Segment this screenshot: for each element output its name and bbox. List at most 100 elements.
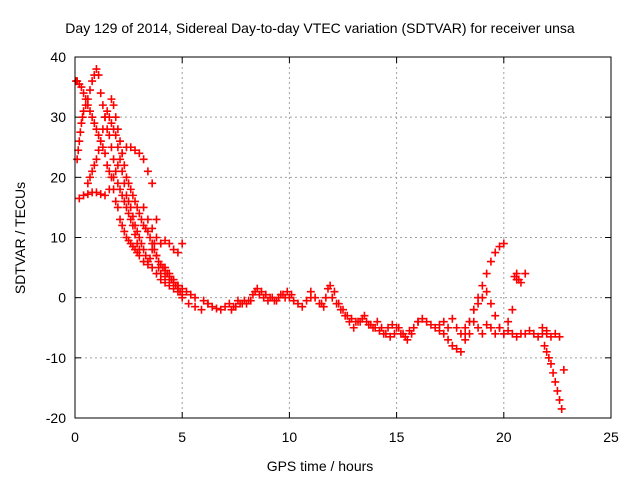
data-point <box>116 137 125 146</box>
data-point <box>101 191 110 200</box>
y-tick-label: -10 <box>46 350 66 366</box>
data-point <box>118 149 127 158</box>
data-point <box>101 149 110 158</box>
data-point <box>109 101 118 110</box>
data-point <box>103 107 112 116</box>
data-point <box>111 131 120 140</box>
data-point <box>88 77 97 86</box>
data-point <box>92 155 101 164</box>
data-point <box>540 341 549 350</box>
data-point <box>343 311 352 320</box>
data-point <box>559 365 568 374</box>
data-point <box>83 190 92 199</box>
data-point <box>98 125 107 134</box>
data-point <box>495 242 504 251</box>
data-point <box>546 359 555 368</box>
data-point <box>504 326 513 335</box>
series-arc-e <box>107 95 187 299</box>
data-point <box>96 190 105 199</box>
series-mid-b <box>227 284 296 314</box>
data-point <box>486 257 495 266</box>
data-point <box>512 269 521 278</box>
chart-title: Day 129 of 2014, Sidereal Day-to-day VTE… <box>65 20 575 36</box>
data-point <box>360 311 369 320</box>
data-point <box>516 278 525 287</box>
data-point <box>551 377 560 386</box>
data-point <box>156 239 165 248</box>
data-point <box>349 323 358 332</box>
data-point <box>448 314 457 323</box>
data-point <box>139 245 148 254</box>
data-point <box>73 155 82 164</box>
data-point <box>77 119 86 128</box>
data-point <box>74 146 83 155</box>
data-point <box>116 215 125 224</box>
data-point <box>512 332 521 341</box>
data-point <box>86 86 95 95</box>
data-point <box>257 287 266 296</box>
data-point <box>94 131 103 140</box>
data-point <box>120 227 129 236</box>
plot-frame <box>74 56 612 419</box>
data-point <box>538 323 547 332</box>
data-point <box>83 179 92 188</box>
data-point <box>124 179 133 188</box>
data-point <box>469 305 478 314</box>
data-point <box>135 233 144 242</box>
data-point <box>139 203 148 212</box>
data-point <box>78 113 87 122</box>
data-point <box>98 101 107 110</box>
data-point <box>191 302 200 311</box>
data-point <box>491 248 500 257</box>
data-point <box>191 293 200 302</box>
data-point <box>118 221 127 230</box>
data-point <box>148 239 157 248</box>
data-point <box>94 71 103 80</box>
data-point <box>146 254 155 263</box>
data-point <box>418 314 427 323</box>
data-point <box>79 107 88 116</box>
data-point <box>439 329 448 338</box>
data-point <box>390 329 399 338</box>
data-point <box>107 119 116 128</box>
data-point <box>103 161 112 170</box>
data-point <box>184 299 193 308</box>
data-point <box>88 167 97 176</box>
data-point <box>364 320 373 329</box>
data-point <box>90 161 99 170</box>
data-point <box>508 329 517 338</box>
data-point <box>334 299 343 308</box>
data-point <box>212 304 221 313</box>
data-point <box>431 323 440 332</box>
data-point <box>448 341 457 350</box>
data-point <box>79 89 88 98</box>
data-point <box>161 236 170 245</box>
data-point <box>109 173 118 182</box>
data-point <box>216 305 225 314</box>
data-point <box>98 143 107 152</box>
data-point <box>113 125 122 134</box>
data-point <box>555 332 564 341</box>
series-late-f <box>538 323 568 374</box>
data-point <box>330 287 339 296</box>
data-point <box>128 191 137 200</box>
series-arc-f <box>139 203 187 257</box>
data-point <box>90 119 99 128</box>
data-point <box>128 212 137 221</box>
data-point <box>452 344 461 353</box>
data-point <box>75 194 84 203</box>
data-point <box>377 323 386 332</box>
data-point <box>542 329 551 338</box>
data-point <box>208 302 217 311</box>
data-point <box>388 320 397 329</box>
data-point <box>381 329 390 338</box>
data-point <box>407 329 416 338</box>
data-point <box>266 293 275 302</box>
data-point <box>122 173 131 182</box>
data-point <box>534 332 543 341</box>
data-point <box>474 323 483 332</box>
data-point <box>197 305 206 314</box>
data-point <box>178 239 187 248</box>
data-point <box>186 290 195 299</box>
x-tick-label: 10 <box>282 429 298 445</box>
